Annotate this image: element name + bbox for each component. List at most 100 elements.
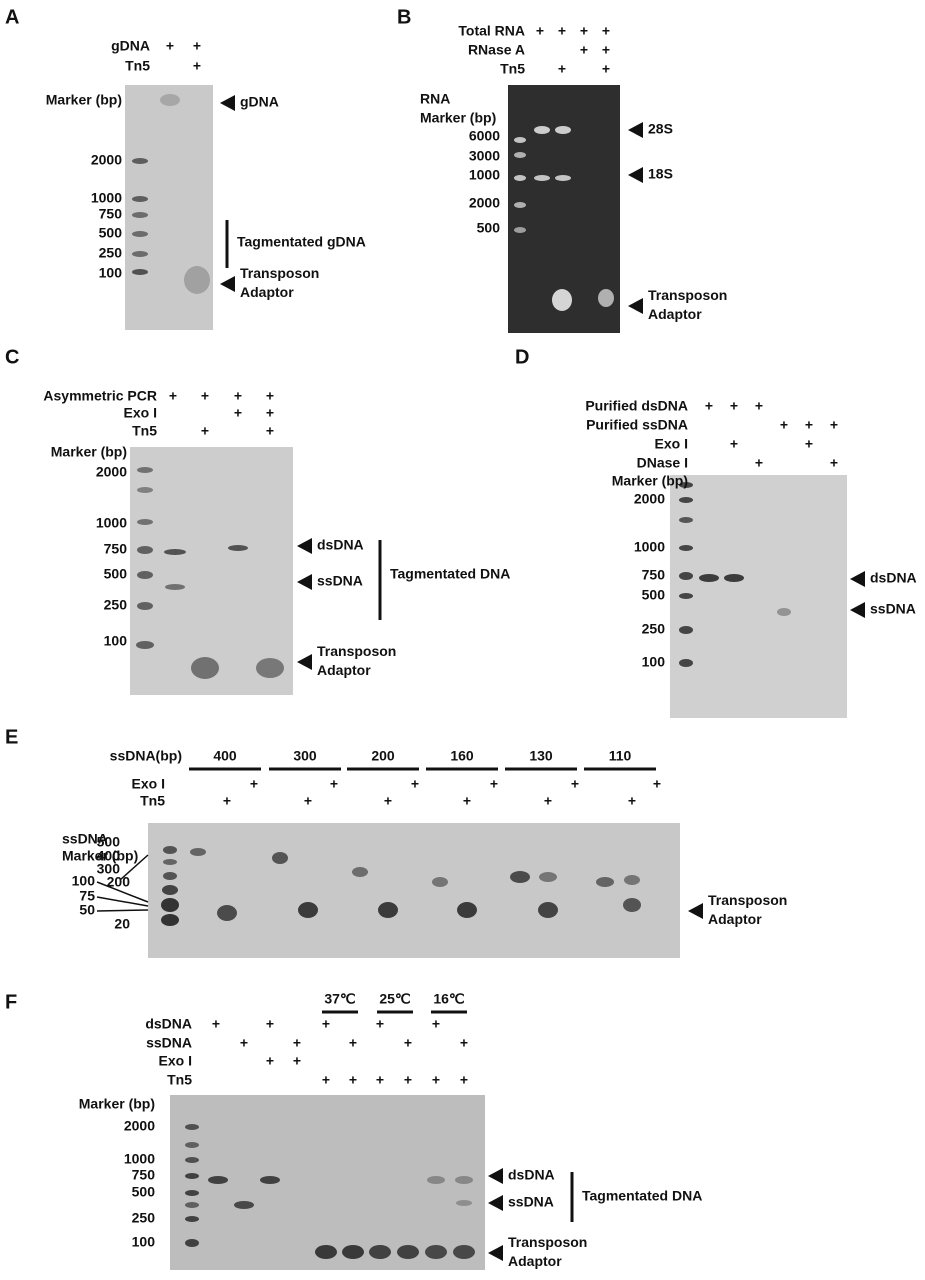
lane-mark: + xyxy=(580,23,588,39)
gel-band xyxy=(455,1176,473,1184)
annotation: ssDNA xyxy=(508,1194,554,1210)
lane-mark: + xyxy=(266,1053,274,1069)
marker-size: 100 xyxy=(104,633,128,649)
marker-size: 100 xyxy=(132,1234,156,1250)
gel-band xyxy=(165,584,185,590)
gel-band xyxy=(132,251,148,257)
gel-band xyxy=(185,1124,199,1130)
marker-size: 100 xyxy=(642,654,666,670)
annotation: Adaptor xyxy=(240,284,294,300)
marker-size: 750 xyxy=(99,206,123,222)
annotation: Adaptor xyxy=(708,911,762,927)
marker-size: 500 xyxy=(132,1184,156,1200)
group-name: 25℃ xyxy=(379,991,411,1007)
marker-size: 500 xyxy=(477,220,501,236)
lane-mark: + xyxy=(330,776,338,792)
row-label: Purified dsDNA xyxy=(585,398,688,414)
gel-band xyxy=(185,1216,199,1222)
marker-size: 750 xyxy=(642,567,666,583)
gel-band xyxy=(185,1239,199,1247)
marker-size: 750 xyxy=(104,541,128,557)
gel-band xyxy=(137,519,153,525)
marker-size: 1000 xyxy=(96,515,127,531)
arrowhead xyxy=(628,298,643,314)
lane-mark: + xyxy=(234,388,242,404)
annotation: Transposon xyxy=(648,287,727,303)
marker-size: 2000 xyxy=(634,491,665,507)
row-label: Tn5 xyxy=(140,793,165,809)
annotation: 18S xyxy=(648,166,673,182)
gel-band xyxy=(679,572,693,580)
marker-label: ssDNA xyxy=(62,831,108,847)
gel-band xyxy=(184,266,210,294)
marker-label: Marker (bp) xyxy=(612,473,688,489)
row-label: RNase A xyxy=(468,42,525,58)
group-name: 400 xyxy=(213,748,237,764)
gel-band xyxy=(136,641,154,649)
lane-mark: + xyxy=(304,793,312,809)
lane-mark: + xyxy=(349,1035,357,1051)
gel-band xyxy=(137,467,153,473)
annotation: Tagmentated DNA xyxy=(390,566,510,582)
gel-band xyxy=(132,212,148,218)
lane-mark: + xyxy=(558,23,566,39)
lane-mark: + xyxy=(201,388,209,404)
gel-band xyxy=(514,227,526,233)
gel-band xyxy=(234,1201,254,1209)
lane-mark: + xyxy=(193,58,201,74)
lane-mark: + xyxy=(558,61,566,77)
annotation: Transposon xyxy=(508,1234,587,1250)
gel-band xyxy=(679,517,693,523)
lane-mark: + xyxy=(376,1016,384,1032)
arrowhead xyxy=(297,654,312,670)
marker-size: 500 xyxy=(642,587,666,603)
gel-band xyxy=(624,875,640,885)
gel-band xyxy=(161,898,179,912)
marker-size: 500 xyxy=(104,566,128,582)
gel-band xyxy=(190,848,206,856)
marker-label: Marker (bp) xyxy=(46,92,122,108)
gel-band xyxy=(132,196,148,202)
row-label: DNase I xyxy=(637,455,688,471)
arrowhead xyxy=(297,574,312,590)
annotation: Tagmentated gDNA xyxy=(237,234,366,250)
lane-mark: + xyxy=(830,417,838,433)
row-label: Asymmetric PCR xyxy=(43,388,157,404)
gel-band xyxy=(132,158,148,164)
arrowhead xyxy=(488,1168,503,1184)
gel-band xyxy=(456,1200,472,1206)
arrowhead xyxy=(688,903,703,919)
gel-band xyxy=(679,545,693,551)
lane-mark: + xyxy=(166,38,174,54)
gel-band xyxy=(260,1176,280,1184)
annotation: Transposon xyxy=(240,265,319,281)
group-name: 300 xyxy=(293,748,317,764)
marker-size: 200 xyxy=(107,874,131,890)
lane-mark: + xyxy=(755,455,763,471)
marker-size: 250 xyxy=(132,1210,156,1226)
lane-mark: + xyxy=(266,1016,274,1032)
lane-mark: + xyxy=(780,417,788,433)
lane-mark: + xyxy=(293,1053,301,1069)
lane-mark: + xyxy=(404,1035,412,1051)
arrowhead xyxy=(220,95,235,111)
gel-band xyxy=(185,1142,199,1148)
lane-mark: + xyxy=(266,423,274,439)
marker-label: RNA xyxy=(420,91,450,107)
gel-band xyxy=(514,175,526,181)
gel-band xyxy=(137,602,153,610)
annotation: Tagmentated DNA xyxy=(582,1188,702,1204)
gel xyxy=(148,823,680,958)
gel-band xyxy=(185,1173,199,1179)
gel-band xyxy=(552,289,572,311)
arrowhead xyxy=(628,167,643,183)
lane-mark: + xyxy=(432,1016,440,1032)
gel-band xyxy=(208,1176,228,1184)
lane-mark: + xyxy=(755,398,763,414)
gel-band xyxy=(228,545,248,551)
lane-mark: + xyxy=(830,455,838,471)
gel-band xyxy=(679,659,693,667)
gel-band xyxy=(596,877,614,887)
gel-band xyxy=(163,872,177,880)
